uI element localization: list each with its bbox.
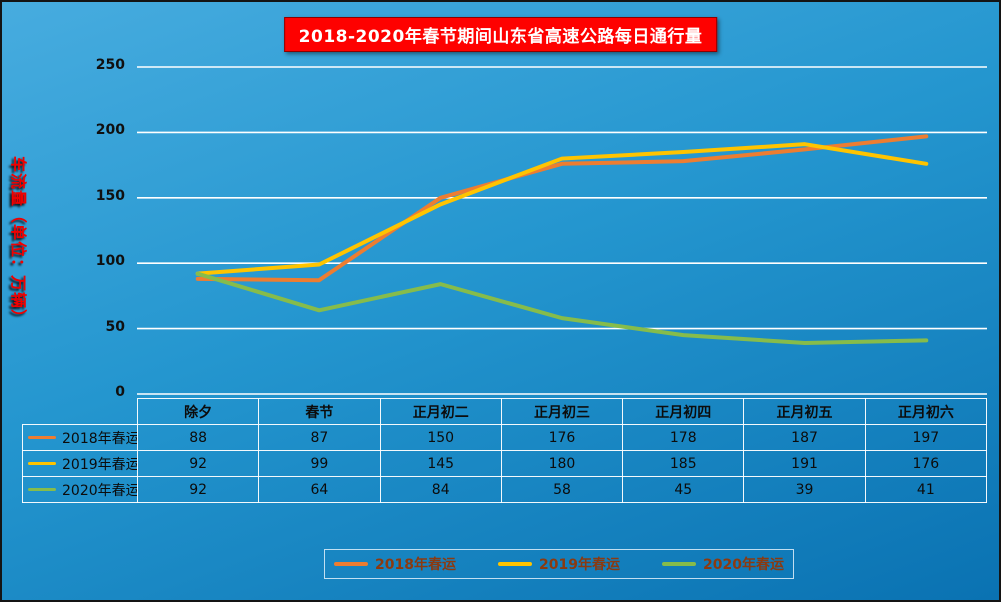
legend: 2018年春运 2019年春运 2020年春运 bbox=[324, 549, 794, 579]
legend-swatch-icon bbox=[661, 562, 696, 566]
table-header-cell: 正月初五 bbox=[743, 398, 866, 425]
series-name: 2018年春运 bbox=[62, 430, 138, 447]
table-series-label-cell: 2018年春运 bbox=[22, 424, 138, 451]
table-row: 2020年春运 92 64 84 58 45 39 41 bbox=[22, 476, 988, 503]
legend-swatch-icon bbox=[334, 562, 369, 566]
table-value-cell: 45 bbox=[622, 476, 745, 503]
table-value-cell: 92 bbox=[136, 450, 260, 477]
table-header-cell: 春节 bbox=[258, 398, 381, 425]
table-value-cell: 92 bbox=[136, 476, 260, 503]
table-value-cell: 176 bbox=[500, 424, 624, 451]
series-name: 2019年春运 bbox=[62, 456, 138, 473]
table-value-cell: 58 bbox=[500, 476, 624, 503]
table-value-cell: 191 bbox=[743, 450, 866, 477]
legend-item: 2020年春运 bbox=[661, 554, 784, 574]
legend-swatch-icon bbox=[498, 562, 533, 566]
table-header-cell: 正月初六 bbox=[864, 398, 988, 425]
series-line-2018年春运 bbox=[195, 134, 929, 283]
series-key-swatch-icon bbox=[28, 461, 56, 465]
series-name: 2020年春运 bbox=[62, 482, 138, 499]
series-line-2019年春运 bbox=[195, 142, 929, 276]
series-line-2020年春运 bbox=[195, 271, 929, 345]
legend-label: 2019年春运 bbox=[539, 557, 620, 573]
table-value-cell: 180 bbox=[500, 450, 624, 477]
series-key-swatch-icon bbox=[28, 487, 56, 491]
table-corner-cell bbox=[22, 398, 138, 425]
table-header-cell: 正月初二 bbox=[379, 398, 502, 425]
legend-item: 2018年春运 bbox=[334, 554, 456, 574]
table-value-cell: 64 bbox=[258, 476, 381, 503]
table-value-cell: 84 bbox=[379, 476, 502, 503]
table-value-cell: 99 bbox=[258, 450, 381, 477]
legend-label: 2020年春运 bbox=[702, 557, 784, 573]
table-value-cell: 145 bbox=[379, 450, 502, 477]
chart-title: 2018-2020年春节期间山东省高速公路每日通行量 bbox=[283, 17, 718, 52]
table-row: 2018年春运 88 87 150 176 178 187 197 bbox=[22, 424, 988, 451]
table-value-cell: 88 bbox=[136, 424, 260, 451]
series-key-swatch-icon bbox=[28, 435, 56, 439]
table-value-cell: 178 bbox=[622, 424, 745, 451]
table-series-label-cell: 2019年春运 bbox=[22, 450, 138, 477]
table-row: 2019年春运 92 99 145 180 185 191 176 bbox=[22, 450, 988, 477]
table-value-cell: 150 bbox=[379, 424, 502, 451]
table-value-cell: 187 bbox=[743, 424, 866, 451]
table-value-cell: 39 bbox=[743, 476, 866, 503]
table-value-cell: 87 bbox=[258, 424, 381, 451]
table-header-cell: 正月初三 bbox=[500, 398, 624, 425]
legend-label: 2018年春运 bbox=[375, 557, 457, 573]
table-series-label-cell: 2020年春运 bbox=[22, 476, 138, 503]
table-header-cell: 正月初四 bbox=[622, 398, 745, 425]
legend-item: 2019年春运 bbox=[498, 554, 620, 574]
table-value-cell: 41 bbox=[864, 476, 988, 503]
table-header-cell: 除夕 bbox=[136, 398, 260, 425]
data-table: 除夕 春节 正月初二 正月初三 正月初四 正月初五 正月初六 2018年春运 88 87 150 17… bbox=[22, 398, 988, 503]
table-value-cell: 176 bbox=[864, 450, 988, 477]
table-value-cell: 197 bbox=[864, 424, 988, 451]
table-value-cell: 185 bbox=[622, 450, 745, 477]
